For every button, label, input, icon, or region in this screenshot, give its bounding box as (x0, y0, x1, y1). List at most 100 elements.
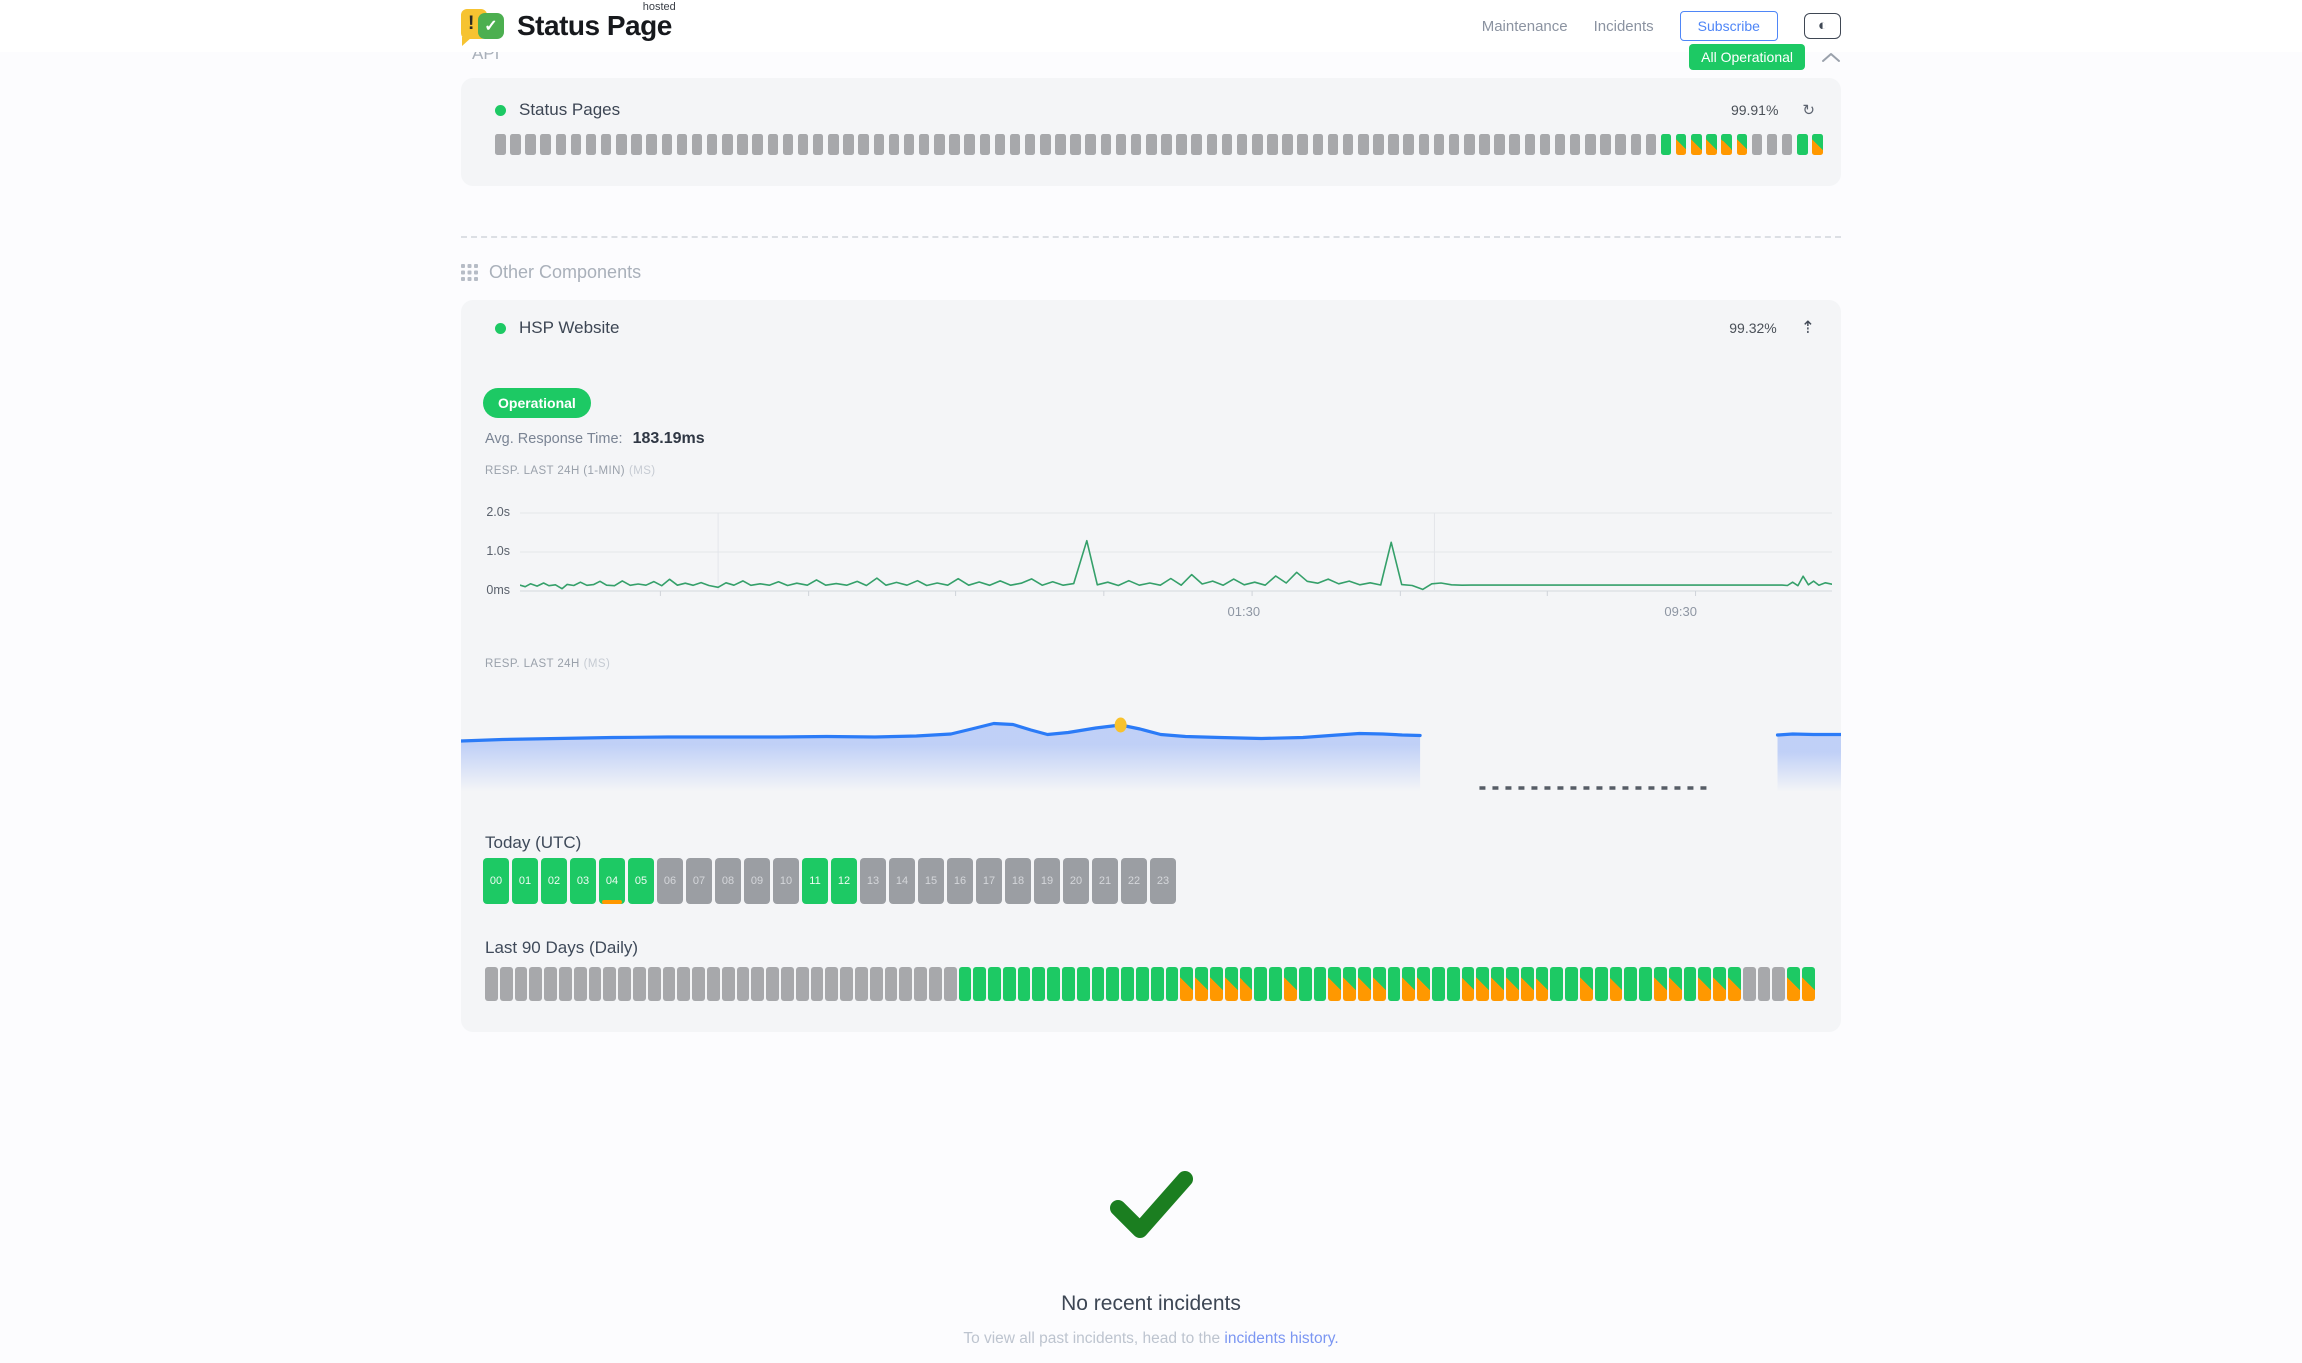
status-block[interactable] (1675, 134, 1687, 155)
status-block[interactable] (722, 134, 733, 155)
status-block[interactable] (1615, 134, 1626, 155)
status-block[interactable] (1358, 134, 1369, 155)
day-block[interactable] (1727, 967, 1741, 1001)
status-block[interactable] (1282, 134, 1293, 155)
status-block[interactable] (1267, 134, 1278, 155)
status-block[interactable] (1403, 134, 1414, 155)
status-block[interactable] (782, 134, 794, 155)
day-block[interactable] (869, 967, 883, 1001)
day-block[interactable] (588, 967, 602, 1001)
status-block[interactable] (525, 134, 536, 155)
day-block[interactable] (1801, 967, 1815, 1001)
day-block[interactable] (1402, 967, 1416, 1001)
status-block[interactable] (1373, 134, 1384, 155)
hour-block[interactable]: 07 (686, 858, 712, 904)
status-block[interactable] (1766, 134, 1778, 155)
status-block[interactable] (767, 134, 779, 155)
day-block[interactable] (1624, 967, 1638, 1001)
area-chart-canvas[interactable] (461, 685, 1841, 795)
day-block[interactable] (1195, 967, 1209, 1001)
hour-block[interactable]: 08 (715, 858, 741, 904)
status-block[interactable] (555, 134, 567, 155)
status-block[interactable] (1539, 134, 1551, 155)
status-block[interactable] (1176, 134, 1187, 155)
hour-block[interactable]: 06 (657, 858, 683, 904)
hour-block[interactable]: 14 (889, 858, 915, 904)
status-block[interactable] (797, 134, 809, 155)
day-block[interactable] (1284, 967, 1297, 1001)
status-block[interactable] (1464, 134, 1475, 155)
hour-block[interactable]: 03 (570, 858, 596, 904)
day-block[interactable] (1491, 967, 1504, 1001)
status-block[interactable] (1055, 134, 1066, 155)
hour-block[interactable]: 10 (773, 858, 799, 904)
day-block[interactable] (1639, 967, 1652, 1001)
status-block[interactable] (616, 134, 627, 155)
status-block[interactable] (1494, 134, 1505, 155)
day-block[interactable] (810, 967, 824, 1001)
day-block[interactable] (825, 967, 839, 1001)
day-block[interactable] (1313, 967, 1327, 1001)
status-block[interactable] (1433, 134, 1445, 155)
hour-block[interactable]: 15 (918, 858, 944, 904)
day-block[interactable] (1136, 967, 1149, 1001)
status-block[interactable] (1554, 134, 1566, 155)
day-block[interactable] (1432, 967, 1445, 1001)
day-block[interactable] (1121, 967, 1135, 1001)
day-block[interactable] (1505, 967, 1519, 1001)
day-block[interactable] (662, 967, 676, 1001)
day-block[interactable] (1668, 967, 1682, 1001)
day-block[interactable] (1254, 967, 1268, 1001)
day-block[interactable] (1343, 967, 1357, 1001)
status-block[interactable] (540, 134, 551, 155)
status-block[interactable] (873, 134, 885, 155)
status-block[interactable] (706, 134, 718, 155)
day-block[interactable] (1239, 967, 1253, 1001)
day-block[interactable] (1446, 967, 1460, 1001)
hour-block[interactable]: 13 (860, 858, 886, 904)
day-block[interactable] (840, 967, 853, 1001)
day-block[interactable] (1328, 967, 1342, 1001)
day-block[interactable] (499, 967, 513, 1001)
status-block[interactable] (1706, 134, 1717, 155)
theme-toggle-button[interactable]: ◐ (1803, 13, 1841, 39)
day-block[interactable] (1535, 967, 1549, 1001)
response-time-line-chart[interactable]: 2.0s 1.0s 0ms 01:30 09:30 (486, 505, 1833, 619)
status-block[interactable] (676, 134, 688, 155)
status-block[interactable] (858, 134, 869, 155)
hour-block[interactable]: 05 (628, 858, 654, 904)
day-block[interactable] (1787, 967, 1800, 1001)
incidents-history-link[interactable]: incidents history. (1224, 1330, 1339, 1347)
day-block[interactable] (1269, 967, 1283, 1001)
day-block[interactable] (1372, 967, 1386, 1001)
day-block[interactable] (1091, 967, 1105, 1001)
day-block[interactable] (1062, 967, 1075, 1001)
day-block[interactable] (1180, 967, 1194, 1001)
status-block[interactable] (1600, 134, 1611, 155)
day-block[interactable] (1076, 967, 1090, 1001)
day-block[interactable] (1358, 967, 1371, 1001)
day-block[interactable] (514, 967, 528, 1001)
day-block[interactable] (1298, 967, 1312, 1001)
day-block[interactable] (677, 967, 691, 1001)
status-block[interactable] (585, 134, 597, 155)
status-block[interactable] (843, 134, 854, 155)
status-block[interactable] (888, 134, 900, 155)
subscribe-button[interactable]: Subscribe (1679, 11, 1778, 41)
status-block[interactable] (1797, 134, 1808, 155)
chevron-up-icon[interactable] (1821, 51, 1841, 63)
day-block[interactable] (1683, 967, 1697, 1001)
status-block[interactable] (1509, 134, 1520, 155)
day-block[interactable] (544, 967, 557, 1001)
status-block[interactable] (1191, 134, 1202, 155)
status-block[interactable] (691, 134, 703, 155)
status-block[interactable] (1448, 134, 1460, 155)
day-block[interactable] (485, 967, 498, 1001)
day-block[interactable] (884, 967, 898, 1001)
day-block[interactable] (573, 967, 587, 1001)
day-block[interactable] (1461, 967, 1475, 1001)
status-block[interactable] (964, 134, 975, 155)
status-block[interactable] (510, 134, 521, 155)
day-block[interactable] (1550, 967, 1564, 1001)
day-block[interactable] (1757, 967, 1771, 1001)
